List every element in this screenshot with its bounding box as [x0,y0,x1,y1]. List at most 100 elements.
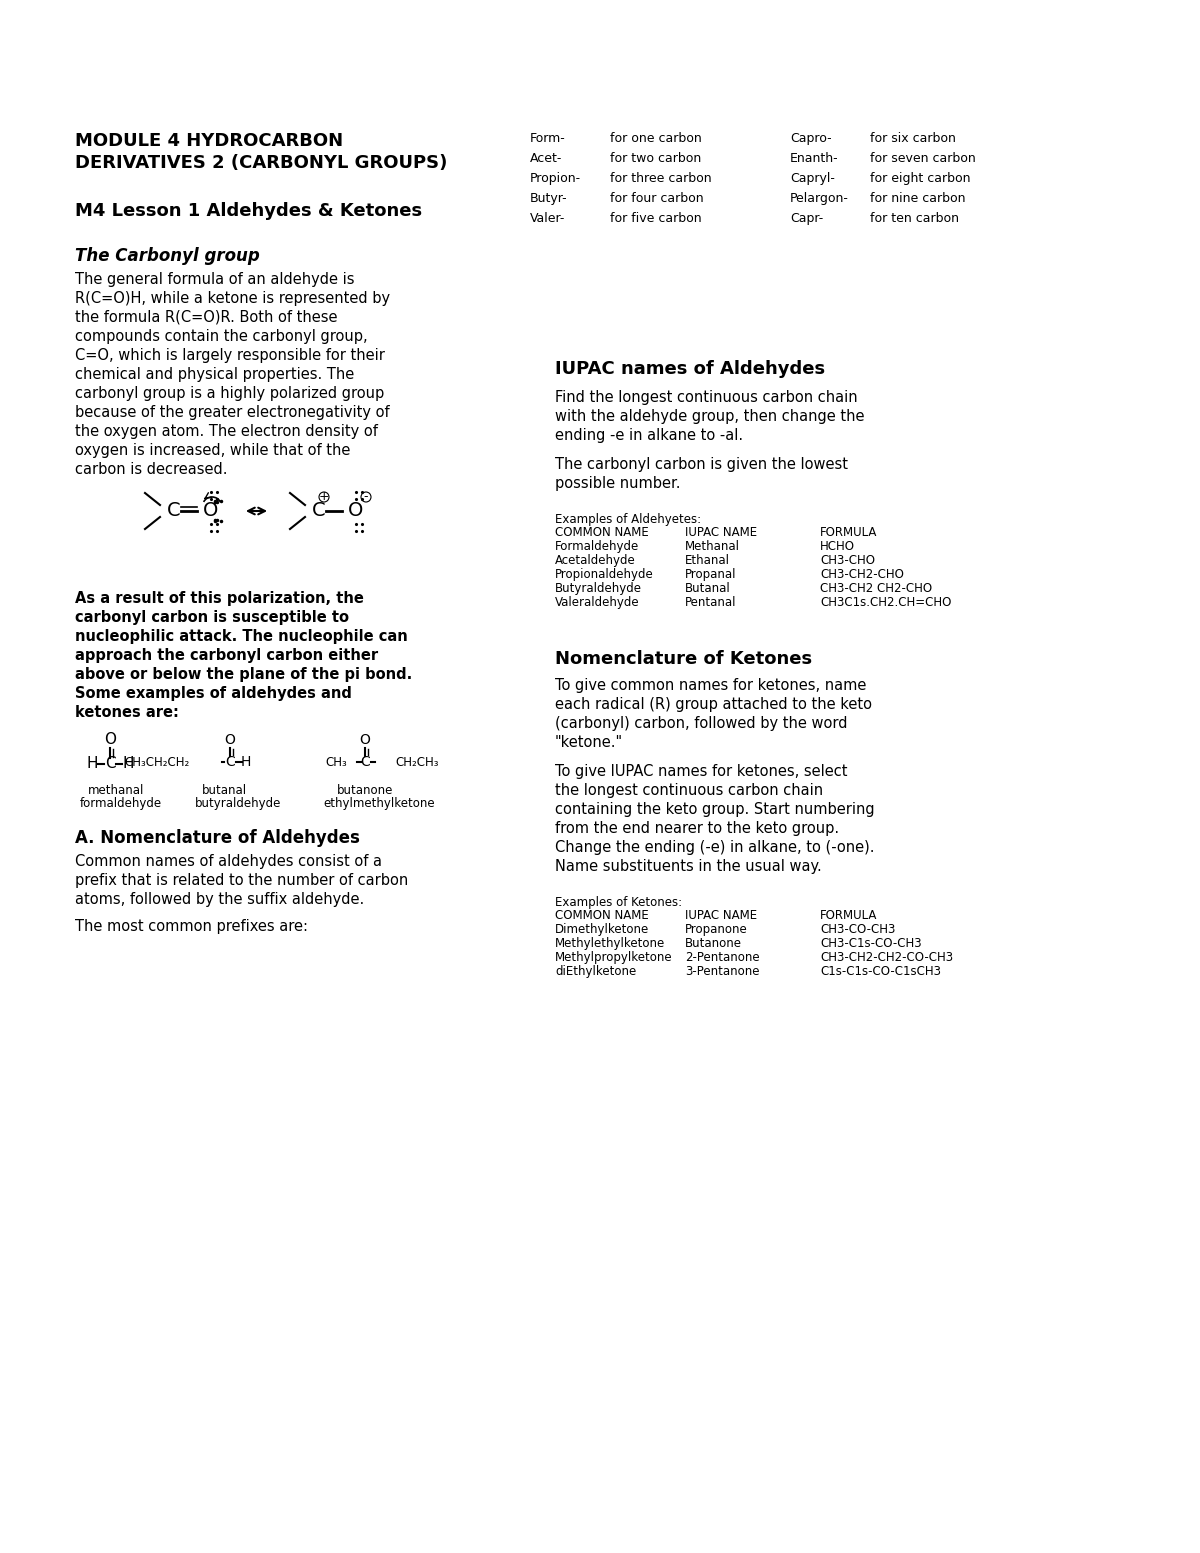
Text: methanal: methanal [88,784,144,797]
Text: Methanal: Methanal [685,540,740,553]
Text: A. Nomenclature of Aldehydes: A. Nomenclature of Aldehydes [74,829,360,846]
Text: Examples of Ketones:: Examples of Ketones: [554,896,682,909]
Text: CH3-CH2 CH2-CHO: CH3-CH2 CH2-CHO [820,582,932,595]
Text: for nine carbon: for nine carbon [870,193,966,205]
Text: C=O, which is largely responsible for their: C=O, which is largely responsible for th… [74,348,385,363]
Text: compounds contain the carbonyl group,: compounds contain the carbonyl group, [74,329,367,345]
Text: Methylethylketone: Methylethylketone [554,936,665,950]
Text: As a result of this polarization, the: As a result of this polarization, the [74,592,364,606]
Text: CH3-CH2-CHO: CH3-CH2-CHO [820,568,904,581]
Text: butanal: butanal [202,784,247,797]
Text: for six carbon: for six carbon [870,132,956,144]
Text: The general formula of an aldehyde is: The general formula of an aldehyde is [74,272,354,287]
Text: each radical (R) group attached to the keto: each radical (R) group attached to the k… [554,697,872,711]
Text: H: H [241,755,251,769]
Text: ketones are:: ketones are: [74,705,179,721]
Text: for five carbon: for five carbon [610,213,702,225]
Text: H: H [86,756,97,772]
Text: IUPAC NAME: IUPAC NAME [685,526,757,539]
Text: C: C [104,756,115,772]
Text: formaldehyde: formaldehyde [80,797,162,811]
Text: Valer-: Valer- [530,213,565,225]
Text: Pentanal: Pentanal [685,596,737,609]
Text: Nomenclature of Ketones: Nomenclature of Ketones [554,651,812,668]
Text: Valeraldehyde: Valeraldehyde [554,596,640,609]
Text: Find the longest continuous carbon chain: Find the longest continuous carbon chain [554,390,858,405]
Text: CH3-C1s-CO-CH3: CH3-C1s-CO-CH3 [820,936,922,950]
Text: Propanone: Propanone [685,922,748,936]
Text: Capr-: Capr- [790,213,823,225]
Text: C: C [226,755,235,769]
Text: CH3-CH2-CH2-CO-CH3: CH3-CH2-CH2-CO-CH3 [820,950,953,964]
Text: CH3-CHO: CH3-CHO [820,554,875,567]
Text: FORMULA: FORMULA [820,909,877,922]
Text: carbon is decreased.: carbon is decreased. [74,461,228,477]
Text: C: C [167,502,181,520]
Text: CH₃: CH₃ [325,755,347,769]
Text: Propion-: Propion- [530,172,581,185]
Text: for ten carbon: for ten carbon [870,213,959,225]
Text: Acet-: Acet- [530,152,563,165]
Text: Butanal: Butanal [685,582,731,595]
Text: Name substituents in the usual way.: Name substituents in the usual way. [554,859,822,874]
Text: for one carbon: for one carbon [610,132,702,144]
Text: Acetaldehyde: Acetaldehyde [554,554,636,567]
Text: CH₂CH₃: CH₂CH₃ [395,755,438,769]
Text: nucleophilic attack. The nucleophile can: nucleophilic attack. The nucleophile can [74,629,408,644]
Text: for eight carbon: for eight carbon [870,172,971,185]
Text: Examples of Aldehyetes:: Examples of Aldehyetes: [554,512,701,526]
Text: with the aldehyde group, then change the: with the aldehyde group, then change the [554,408,864,424]
Text: Butyraldehyde: Butyraldehyde [554,582,642,595]
Text: CH3-CO-CH3: CH3-CO-CH3 [820,922,895,936]
Text: Methylpropylketone: Methylpropylketone [554,950,673,964]
Text: containing the keto group. Start numbering: containing the keto group. Start numberi… [554,801,875,817]
Text: MODULE 4 HYDROCARBON: MODULE 4 HYDROCARBON [74,132,343,151]
Text: oxygen is increased, while that of the: oxygen is increased, while that of the [74,443,350,458]
Text: 2-Pentanone: 2-Pentanone [685,950,760,964]
Text: The carbonyl carbon is given the lowest: The carbonyl carbon is given the lowest [554,457,848,472]
Text: Form-: Form- [530,132,565,144]
Text: O: O [224,733,235,747]
Text: DERIVATIVES 2 (CARBONYL GROUPS): DERIVATIVES 2 (CARBONYL GROUPS) [74,154,448,172]
Text: (carbonyl) carbon, followed by the word: (carbonyl) carbon, followed by the word [554,716,847,731]
Text: CH3C1s.CH2.CH=CHO: CH3C1s.CH2.CH=CHO [820,596,952,609]
Text: -: - [364,491,368,503]
Text: O: O [348,502,364,520]
Text: because of the greater electronegativity of: because of the greater electronegativity… [74,405,390,419]
Text: butyraldehyde: butyraldehyde [194,797,281,811]
Text: carbonyl carbon is susceptible to: carbonyl carbon is susceptible to [74,610,349,624]
Text: Propanal: Propanal [685,568,737,581]
Text: FORMULA: FORMULA [820,526,877,539]
Text: COMMON NAME: COMMON NAME [554,526,649,539]
Text: for seven carbon: for seven carbon [870,152,976,165]
Text: +: + [319,491,329,503]
Text: The most common prefixes are:: The most common prefixes are: [74,919,308,933]
Text: Butanone: Butanone [685,936,742,950]
Text: Capro-: Capro- [790,132,832,144]
Text: Change the ending (-e) in alkane, to (-one).: Change the ending (-e) in alkane, to (-o… [554,840,875,856]
Text: C: C [360,755,370,769]
Text: approach the carbonyl carbon either: approach the carbonyl carbon either [74,648,378,663]
Text: Butyr-: Butyr- [530,193,568,205]
Text: prefix that is related to the number of carbon: prefix that is related to the number of … [74,873,408,888]
Text: the oxygen atom. The electron density of: the oxygen atom. The electron density of [74,424,378,439]
Text: 3-Pentanone: 3-Pentanone [685,964,760,978]
Text: ethylmethylketone: ethylmethylketone [323,797,434,811]
Text: IUPAC NAME: IUPAC NAME [685,909,757,922]
Text: Enanth-: Enanth- [790,152,839,165]
Text: C1s-C1s-CO-C1sCH3: C1s-C1s-CO-C1sCH3 [820,964,941,978]
Text: IUPAC names of Aldehydes: IUPAC names of Aldehydes [554,360,826,377]
Text: atoms, followed by the suffix aldehyde.: atoms, followed by the suffix aldehyde. [74,891,365,907]
Text: CH₃CH₂CH₂: CH₃CH₂CH₂ [125,755,190,769]
Text: O: O [360,733,371,747]
Text: carbonyl group is a highly polarized group: carbonyl group is a highly polarized gro… [74,387,384,401]
Text: Capryl-: Capryl- [790,172,835,185]
Text: C: C [312,502,325,520]
Text: HCHO: HCHO [820,540,854,553]
Text: Pelargon-: Pelargon- [790,193,848,205]
Text: O: O [203,502,218,520]
Text: the formula R(C=O)R. Both of these: the formula R(C=O)R. Both of these [74,311,337,325]
Text: for two carbon: for two carbon [610,152,701,165]
Text: Common names of aldehydes consist of a: Common names of aldehydes consist of a [74,854,382,870]
Text: Dimethylketone: Dimethylketone [554,922,649,936]
